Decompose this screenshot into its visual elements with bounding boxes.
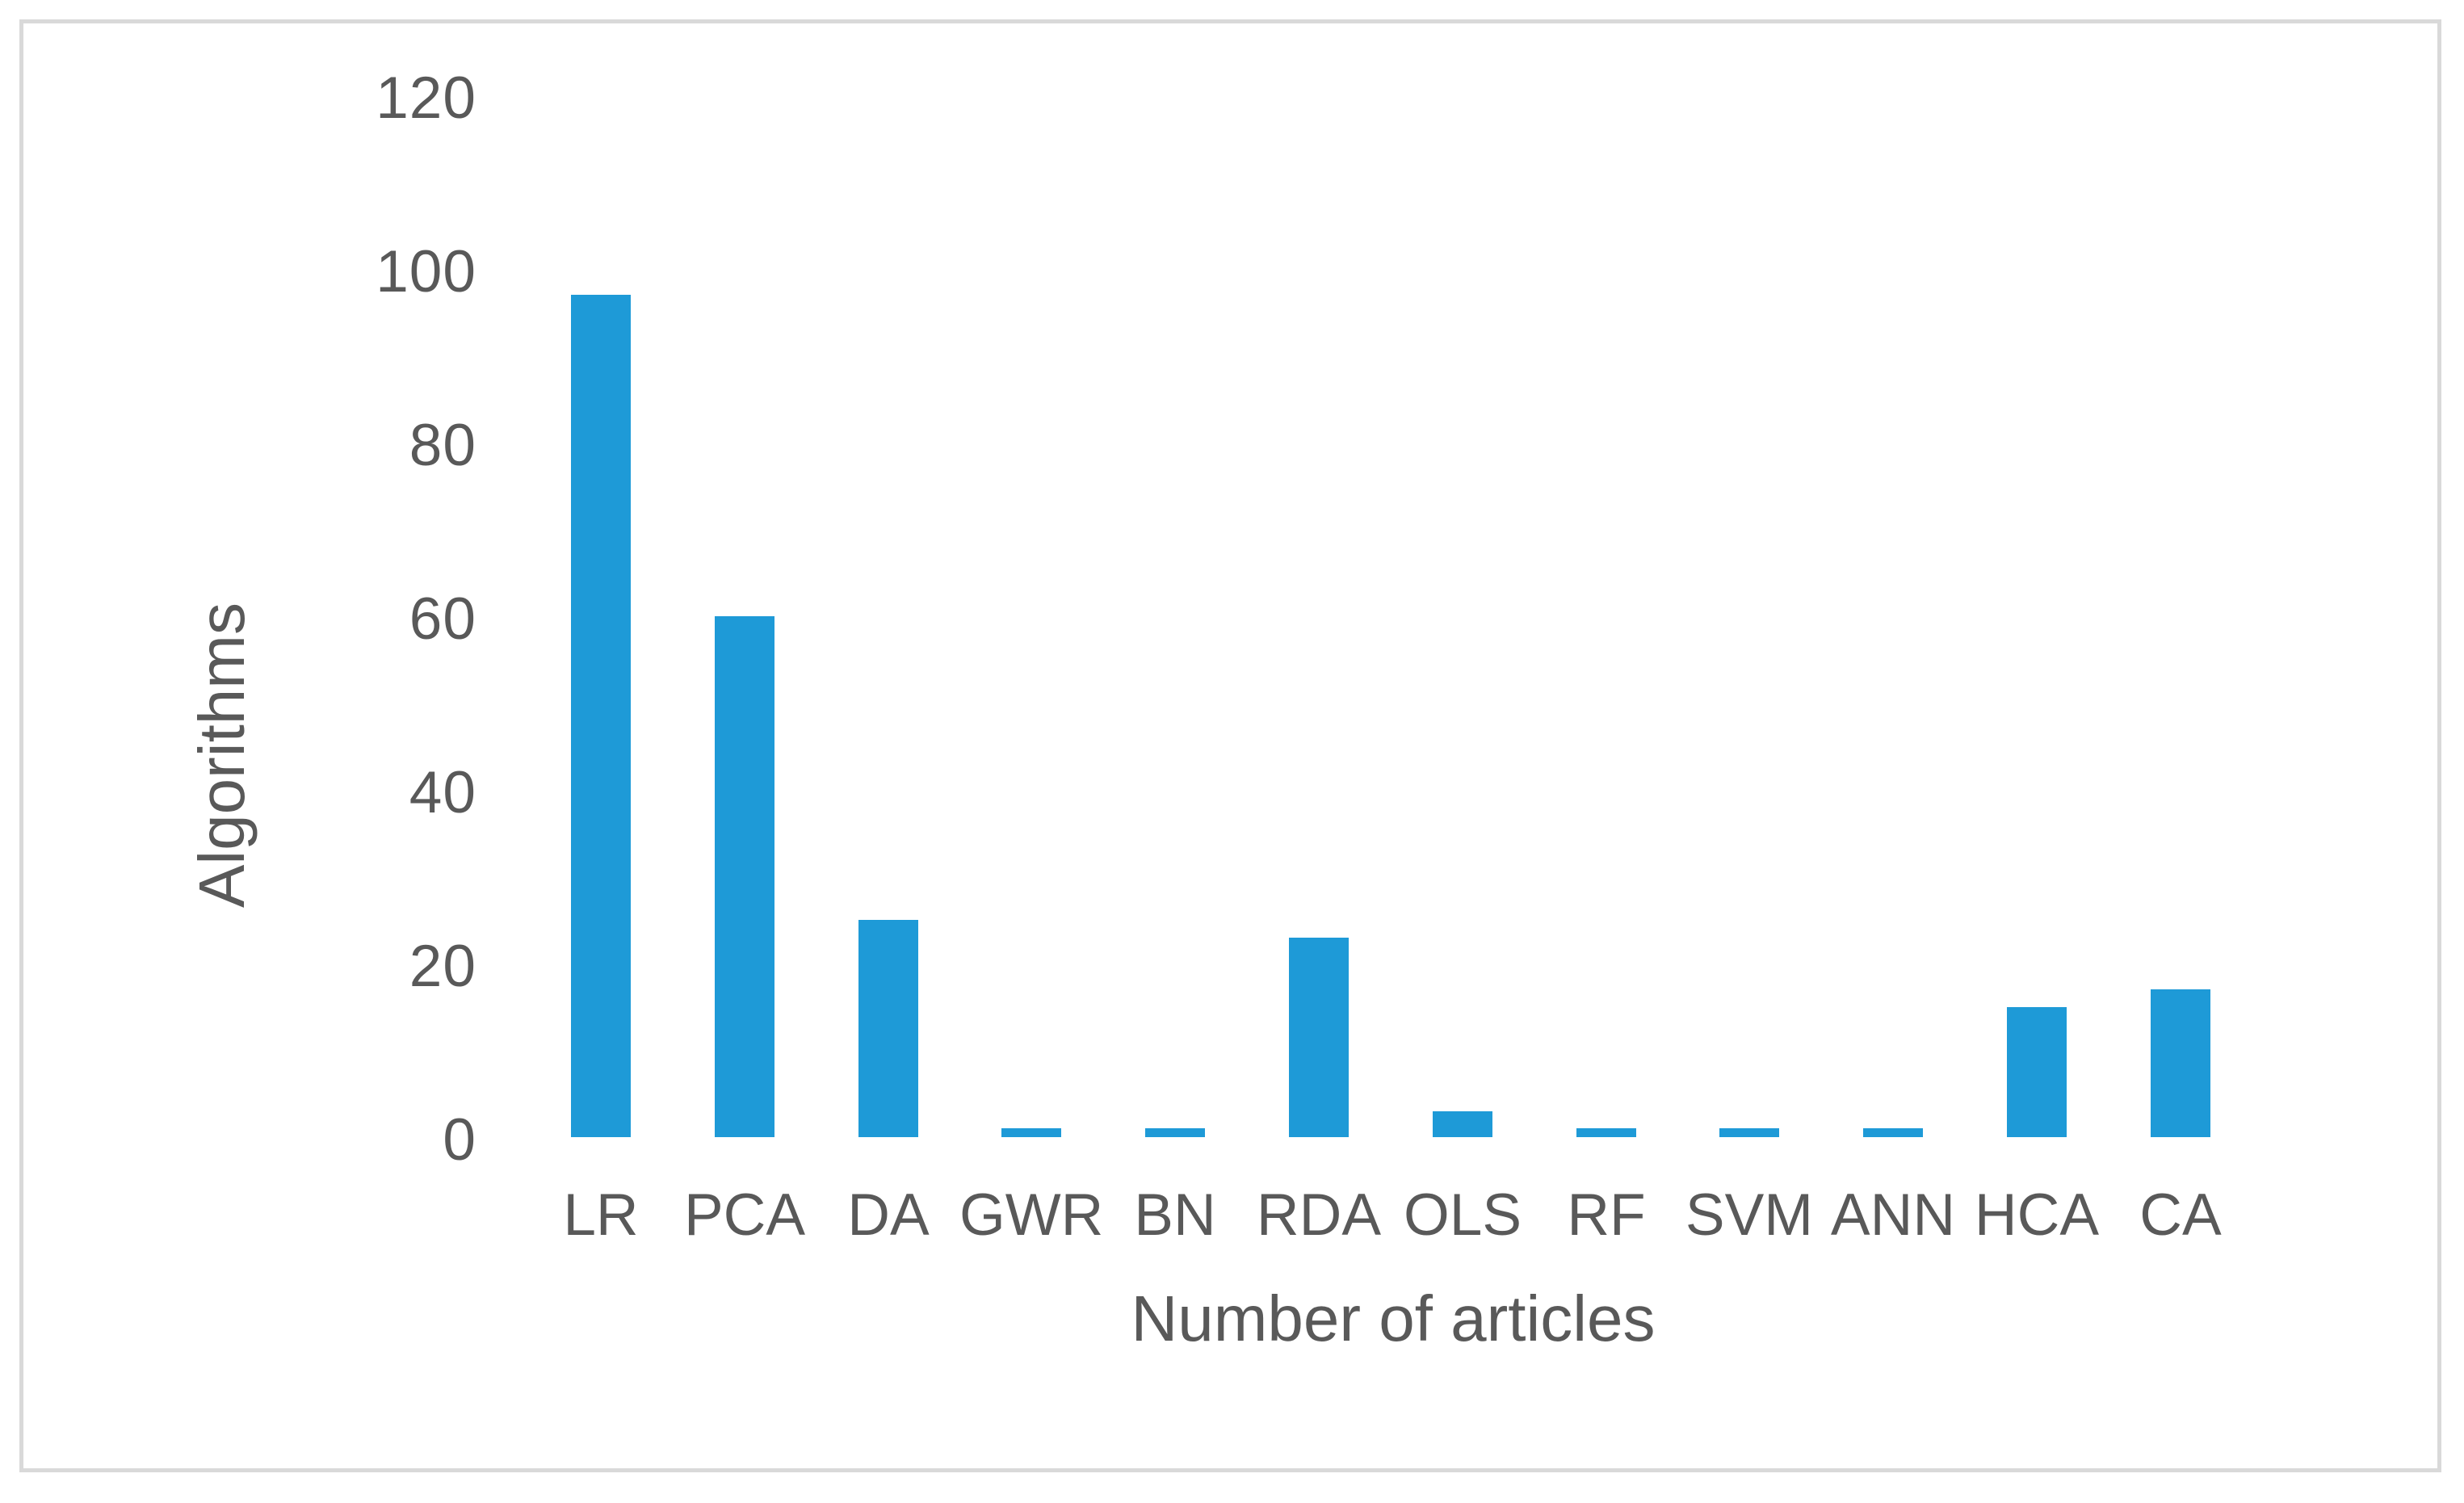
x-category-label-DA: DA bbox=[847, 1182, 930, 1248]
y-tick-label-40: 40 bbox=[409, 760, 476, 825]
y-tick-label-20: 20 bbox=[409, 934, 476, 999]
y-tick-label-60: 60 bbox=[409, 586, 476, 652]
x-category-label-OLS: OLS bbox=[1403, 1182, 1522, 1248]
bar-LR bbox=[571, 295, 631, 1137]
bar-PCA bbox=[715, 616, 774, 1137]
x-category-label-RDA: RDA bbox=[1256, 1182, 1382, 1248]
bar-HCA bbox=[2007, 1007, 2067, 1137]
x-category-label-SVM: SVM bbox=[1685, 1182, 1814, 1248]
bar-BN bbox=[1145, 1128, 1205, 1137]
bar-SVM bbox=[1719, 1128, 1779, 1137]
bar-GWR bbox=[1001, 1128, 1061, 1137]
bar-ANN bbox=[1863, 1128, 1923, 1137]
bar-CA bbox=[2151, 989, 2210, 1137]
x-category-label-PCA: PCA bbox=[683, 1182, 806, 1248]
x-category-label-GWR: GWR bbox=[959, 1182, 1104, 1248]
y-axis-title: Algorithms bbox=[186, 602, 258, 908]
figure-frame bbox=[19, 19, 2441, 1472]
x-category-label-BN: BN bbox=[1134, 1182, 1216, 1248]
y-tick-label-100: 100 bbox=[376, 239, 476, 304]
y-tick-label-80: 80 bbox=[409, 413, 476, 478]
x-category-label-RF: RF bbox=[1567, 1182, 1646, 1248]
x-category-label-LR: LR bbox=[563, 1182, 639, 1248]
x-category-label-HCA: HCA bbox=[1974, 1182, 2100, 1248]
bar-RDA bbox=[1289, 938, 1349, 1137]
x-category-label-ANN: ANN bbox=[1830, 1182, 1956, 1248]
bar-OLS bbox=[1433, 1111, 1492, 1137]
x-axis-title: Number of articles bbox=[1131, 1283, 1656, 1354]
y-tick-label-0: 0 bbox=[443, 1107, 476, 1173]
bar-DA bbox=[858, 920, 918, 1137]
y-tick-label-120: 120 bbox=[376, 65, 476, 131]
x-category-label-CA: CA bbox=[2139, 1182, 2222, 1248]
bar-RF bbox=[1576, 1128, 1636, 1137]
